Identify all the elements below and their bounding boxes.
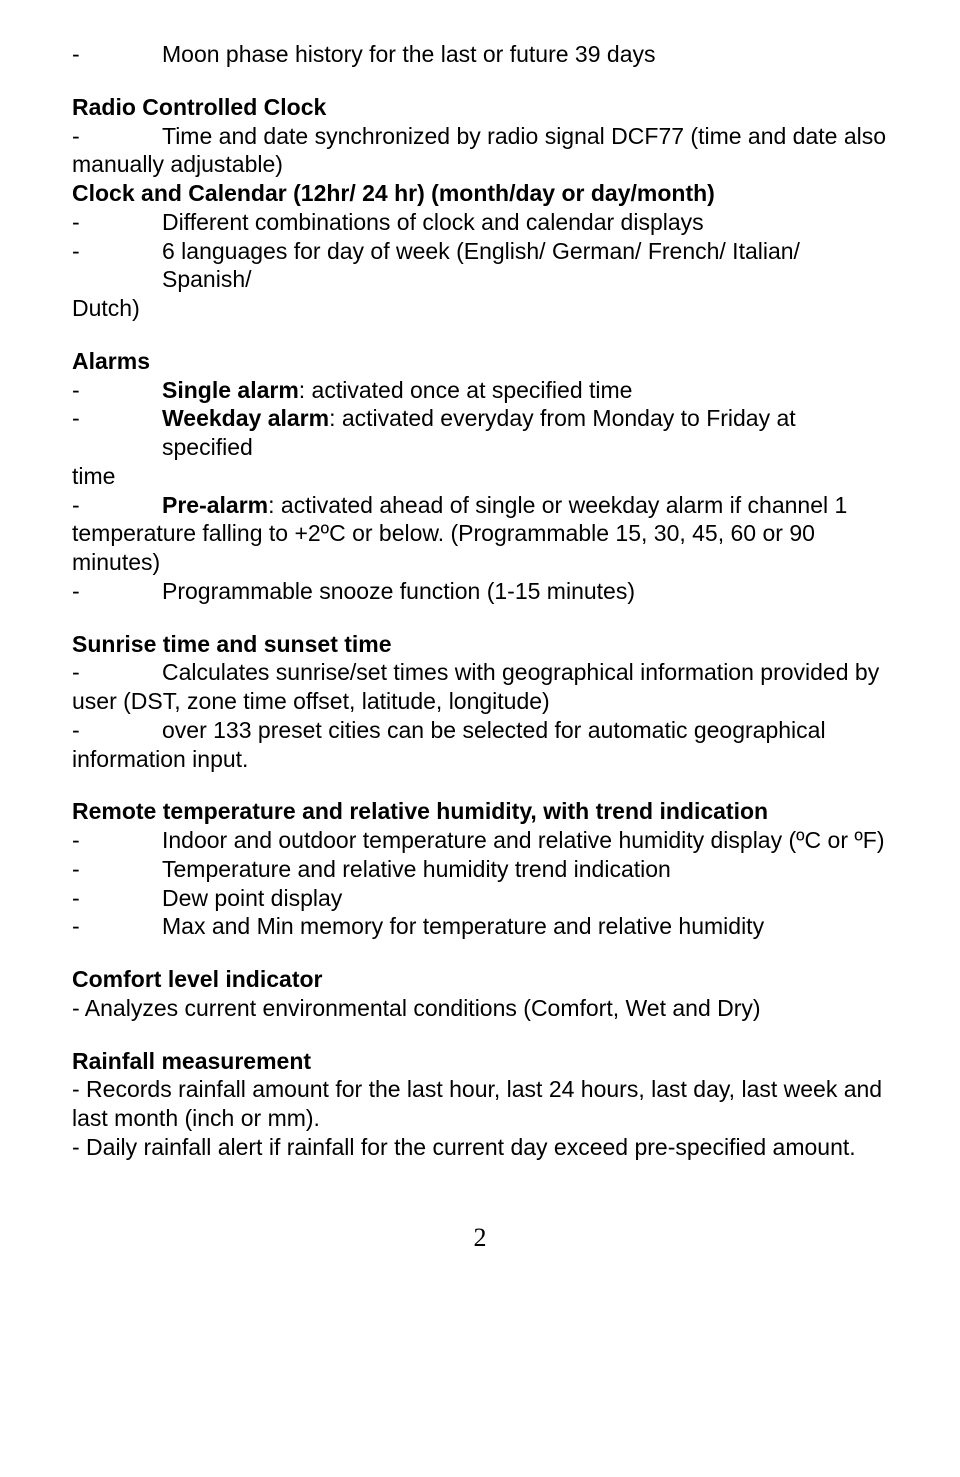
section-heading: Sunrise time and sunset time <box>72 630 888 659</box>
item-continuation: manually adjustable) <box>72 150 888 179</box>
radio-clock-section: Radio Controlled Clock - Time and date s… <box>72 93 888 323</box>
bullet-dash: - <box>72 208 162 237</box>
list-item: - Different combinations of clock and ca… <box>72 208 888 237</box>
bullet-dash: - <box>72 491 162 520</box>
bullet-dash: - <box>72 237 162 266</box>
bullet-dash: - <box>72 912 162 941</box>
item-text: Calculates sunrise/set times with geogra… <box>162 658 888 687</box>
section-heading: Clock and Calendar (12hr/ 24 hr) (month/… <box>72 179 888 208</box>
section-heading: Rainfall measurement <box>72 1047 888 1076</box>
bullet-dash: - <box>72 826 162 855</box>
item-continuation: information input. <box>72 745 888 774</box>
item-text: - Records rainfall amount for the last h… <box>72 1075 888 1133</box>
item-text: Temperature and relative humidity trend … <box>162 855 888 884</box>
item-text: over 133 preset cities can be selected f… <box>162 716 888 745</box>
section-heading: Remote temperature and relative humidity… <box>72 797 888 826</box>
bullet-dash: - <box>72 577 162 606</box>
list-item: - over 133 preset cities can be selected… <box>72 716 888 745</box>
item-text: - Daily rainfall alert if rainfall for t… <box>72 1133 888 1162</box>
bullet-dash: - <box>72 40 162 69</box>
alarm-name: Weekday alarm <box>162 405 329 431</box>
list-item: - 6 languages for day of week (English/ … <box>72 237 888 295</box>
rainfall-section: Rainfall measurement - Records rainfall … <box>72 1047 888 1162</box>
item-text: Single alarm: activated once at specifie… <box>162 376 888 405</box>
item-continuation: time <box>72 462 888 491</box>
item-text: Max and Min memory for temperature and r… <box>162 912 888 941</box>
list-item: - Temperature and relative humidity tren… <box>72 855 888 884</box>
item-text: Weekday alarm: activated everyday from M… <box>162 404 888 462</box>
list-item: - Weekday alarm: activated everyday from… <box>72 404 888 462</box>
bullet-dash: - <box>72 716 162 745</box>
list-item: - Max and Min memory for temperature and… <box>72 912 888 941</box>
section-heading: Radio Controlled Clock <box>72 93 888 122</box>
moon-phase-section: - Moon phase history for the last or fut… <box>72 40 888 69</box>
alarm-desc: : activated ahead of single or weekday a… <box>268 492 847 518</box>
list-item: - Indoor and outdoor temperature and rel… <box>72 826 888 855</box>
item-text: Different combinations of clock and cale… <box>162 208 888 237</box>
list-item: - Single alarm: activated once at specif… <box>72 376 888 405</box>
item-text: 6 languages for day of week (English/ Ge… <box>162 237 888 295</box>
item-text: Moon phase history for the last or futur… <box>162 40 888 69</box>
bullet-dash: - <box>72 376 162 405</box>
bullet-dash: - <box>72 404 162 433</box>
item-text: Programmable snooze function (1-15 minut… <box>162 577 888 606</box>
alarm-name: Single alarm <box>162 377 299 403</box>
item-text: Dew point display <box>162 884 888 913</box>
alarm-name: Pre-alarm <box>162 492 268 518</box>
alarm-desc: : activated once at specified time <box>299 377 633 403</box>
bullet-dash: - <box>72 658 162 687</box>
remote-temp-section: Remote temperature and relative humidity… <box>72 797 888 941</box>
bullet-dash: - <box>72 884 162 913</box>
list-item: - Pre-alarm: activated ahead of single o… <box>72 491 888 520</box>
item-continuation: user (DST, zone time offset, latitude, l… <box>72 687 888 716</box>
item-text: Indoor and outdoor temperature and relat… <box>162 826 888 855</box>
section-heading: Alarms <box>72 347 888 376</box>
item-text: Time and date synchronized by radio sign… <box>162 122 888 151</box>
list-item: - Calculates sunrise/set times with geog… <box>72 658 888 687</box>
item-continuation: temperature falling to +2ºC or below. (P… <box>72 519 888 577</box>
section-heading: Comfort level indicator <box>72 965 888 994</box>
page-number: 2 <box>72 1222 888 1275</box>
list-item: - Moon phase history for the last or fut… <box>72 40 888 69</box>
list-item: - Programmable snooze function (1-15 min… <box>72 577 888 606</box>
item-text: Pre-alarm: activated ahead of single or … <box>162 491 888 520</box>
comfort-section: Comfort level indicator - Analyzes curre… <box>72 965 888 1023</box>
item-continuation: Dutch) <box>72 294 888 323</box>
alarms-section: Alarms - Single alarm: activated once at… <box>72 347 888 606</box>
sunrise-section: Sunrise time and sunset time - Calculate… <box>72 630 888 774</box>
item-text: - Analyzes current environmental conditi… <box>72 994 888 1023</box>
list-item: - Dew point display <box>72 884 888 913</box>
bullet-dash: - <box>72 855 162 884</box>
bullet-dash: - <box>72 122 162 151</box>
list-item: - Time and date synchronized by radio si… <box>72 122 888 151</box>
